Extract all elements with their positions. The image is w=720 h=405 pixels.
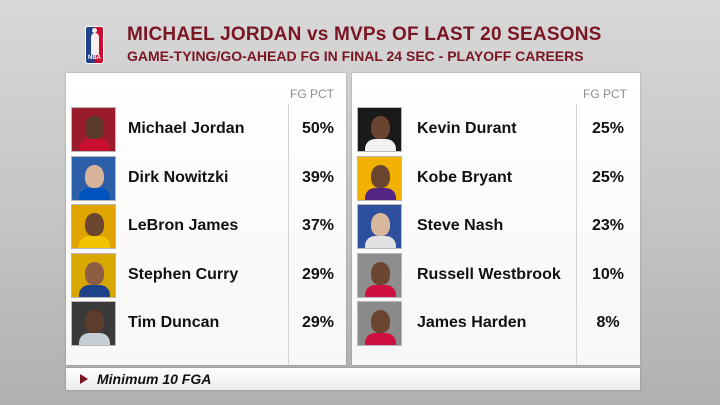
player-photo: [357, 107, 402, 152]
player-name: Tim Duncan: [128, 314, 220, 331]
player-fg-pct: 29%: [301, 266, 335, 283]
player-head-shape: [371, 116, 390, 139]
player-row: James Harden 8%: [352, 299, 640, 347]
player-photo: [357, 301, 402, 346]
fg-pct-column-header: FG PCT: [290, 87, 334, 101]
footnote-text: Minimum 10 FGA: [97, 371, 212, 387]
player-row: Russell Westbrook 10%: [352, 251, 640, 299]
player-name: Stephen Curry: [128, 266, 239, 283]
player-photo: [71, 301, 116, 346]
right-players-panel: FG PCT Kevin Durant 25% Kobe Bryant 25% Stev…: [352, 73, 640, 365]
player-name: Russell Westbrook: [417, 266, 561, 283]
player-name: James Harden: [417, 314, 527, 331]
player-row: Michael Jordan 50%: [66, 105, 346, 153]
player-jersey-shape: [79, 139, 110, 151]
player-name: Kevin Durant: [417, 120, 517, 137]
player-name: LeBron James: [128, 217, 239, 234]
player-head-shape: [85, 310, 104, 333]
left-players-panel: FG PCT Michael Jordan 50% Dirk Nowitzki 39%…: [66, 73, 346, 365]
player-head-shape: [85, 213, 104, 236]
player-head-shape: [371, 310, 390, 333]
player-row: LeBron James 37%: [66, 202, 346, 250]
logo-silhouette: [91, 28, 99, 55]
player-fg-pct: 25%: [591, 120, 625, 137]
player-row: Tim Duncan 29%: [66, 299, 346, 347]
nba-logo-icon: NBA: [85, 26, 104, 64]
player-head-shape: [371, 262, 390, 285]
player-jersey-shape: [365, 139, 396, 151]
column-divider: [288, 104, 289, 365]
player-fg-pct: 39%: [301, 169, 335, 186]
player-row: Kevin Durant 25%: [352, 105, 640, 153]
player-jersey-shape: [365, 236, 396, 248]
player-head-shape: [85, 165, 104, 188]
player-fg-pct: 8%: [596, 314, 620, 331]
player-fg-pct: 10%: [591, 266, 625, 283]
player-row: Dirk Nowitzki 39%: [66, 154, 346, 202]
play-arrow-icon: [80, 374, 88, 384]
player-photo: [357, 204, 402, 249]
player-name: Kobe Bryant: [417, 169, 513, 186]
player-head-shape: [371, 165, 390, 188]
player-photo: [357, 156, 402, 201]
fg-pct-column-header: FG PCT: [583, 87, 627, 101]
player-jersey-shape: [365, 188, 396, 200]
player-fg-pct: 37%: [301, 217, 335, 234]
player-row: Steve Nash 23%: [352, 202, 640, 250]
player-jersey-shape: [79, 236, 110, 248]
player-jersey-shape: [79, 188, 110, 200]
player-jersey-shape: [79, 285, 110, 297]
footnote-bar: Minimum 10 FGA: [66, 368, 640, 390]
player-head-shape: [85, 116, 104, 139]
graphic-header: NBA MICHAEL JORDAN vs MVPs OF LAST 20 SE…: [0, 0, 720, 70]
player-fg-pct: 23%: [591, 217, 625, 234]
logo-text: NBA: [88, 55, 101, 61]
player-row: Kobe Bryant 25%: [352, 154, 640, 202]
player-row: Stephen Curry 29%: [66, 251, 346, 299]
player-jersey-shape: [79, 333, 110, 345]
graphic-title: MICHAEL JORDAN vs MVPs OF LAST 20 SEASON…: [127, 24, 602, 45]
player-head-shape: [85, 262, 104, 285]
player-photo: [71, 107, 116, 152]
player-fg-pct: 50%: [301, 120, 335, 137]
graphic-subtitle: GAME-TYING/GO-AHEAD FG IN FINAL 24 SEC -…: [127, 48, 584, 64]
player-name: Michael Jordan: [128, 120, 245, 137]
player-photo: [71, 156, 116, 201]
player-photo: [71, 253, 116, 298]
player-name: Steve Nash: [417, 217, 504, 234]
player-fg-pct: 29%: [301, 314, 335, 331]
player-jersey-shape: [365, 333, 396, 345]
player-fg-pct: 25%: [591, 169, 625, 186]
player-photo: [357, 253, 402, 298]
player-photo: [71, 204, 116, 249]
player-name: Dirk Nowitzki: [128, 169, 229, 186]
player-jersey-shape: [365, 285, 396, 297]
column-divider: [576, 104, 577, 365]
player-head-shape: [371, 213, 390, 236]
